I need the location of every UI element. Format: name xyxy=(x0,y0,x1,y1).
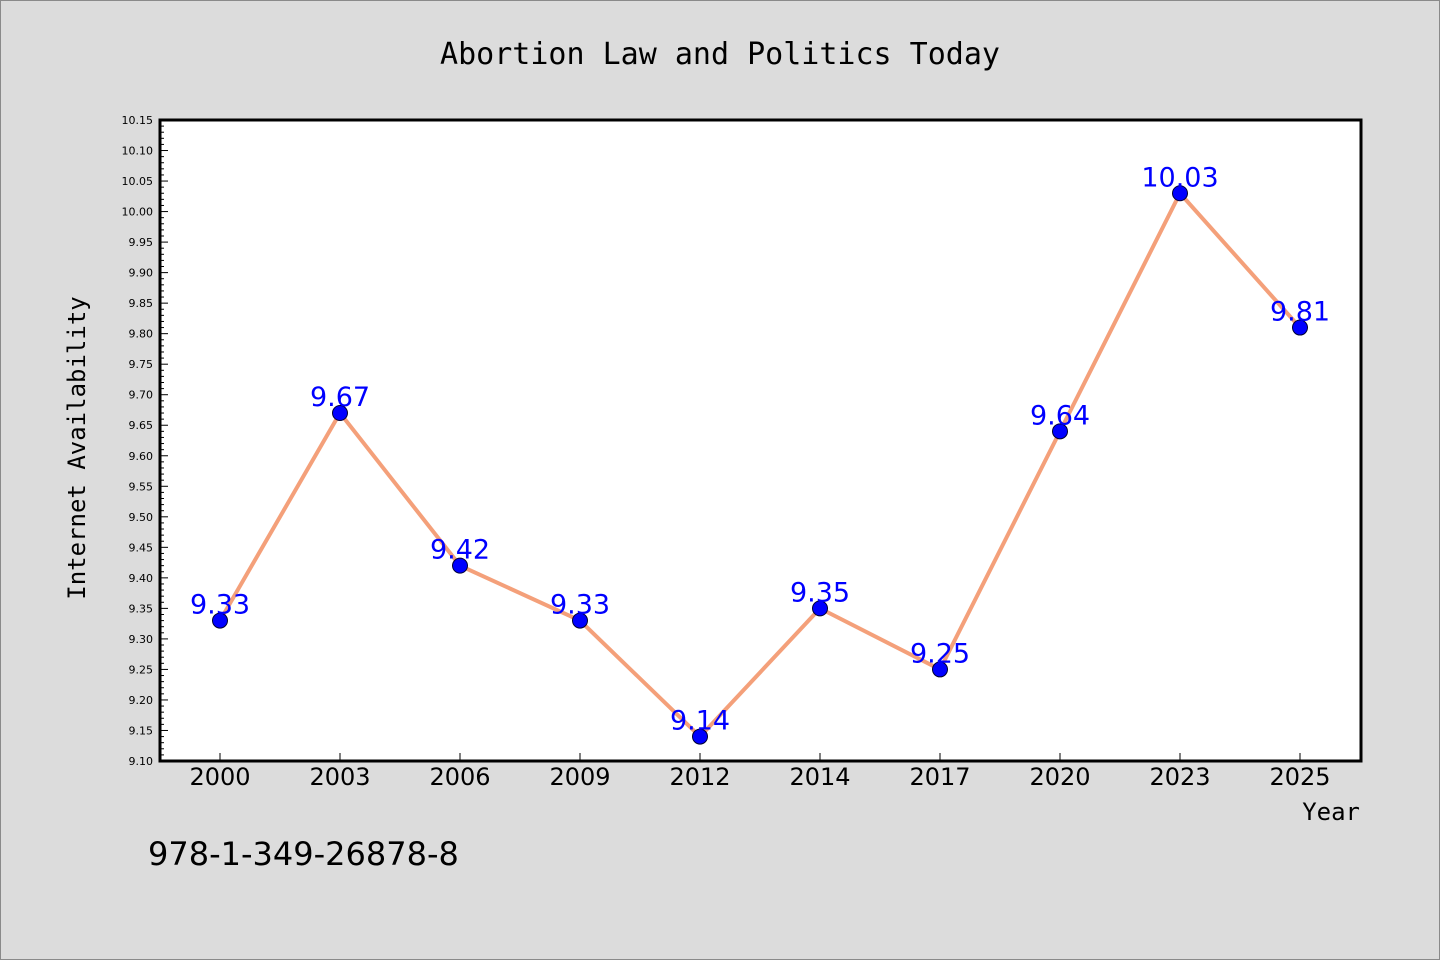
data-point xyxy=(812,600,828,617)
y-tick-label: 9.70 xyxy=(129,389,154,402)
data-label: 9.67 xyxy=(310,382,370,413)
y-tick-label: 9.10 xyxy=(129,755,154,768)
data-label: 9.64 xyxy=(1030,400,1090,431)
data-point xyxy=(932,661,948,678)
data-point xyxy=(1292,319,1308,336)
x-tick-label: 2020 xyxy=(1029,763,1090,791)
y-tick-label: 9.80 xyxy=(129,328,154,341)
x-tick-label: 2006 xyxy=(429,763,490,791)
data-label: 9.81 xyxy=(1270,297,1330,328)
x-tick-label: 2025 xyxy=(1269,763,1330,791)
y-tick-label: 9.50 xyxy=(129,511,154,524)
data-labels: 9.33 9.67 9.42 9.33 9.14 9.35 9.25 9.64 10.03 9.8… xyxy=(190,162,1330,736)
isbn-annotation: 978-1-349-26878-8 xyxy=(148,835,459,873)
y-tick-label: 9.90 xyxy=(129,267,154,280)
y-axis-ticks: 9.10 9.15 9.20 9.25 9.30 9.35 9.40 9.45 9.50 9.55… xyxy=(122,114,168,768)
data-point xyxy=(692,728,708,745)
x-tick-label: 2017 xyxy=(909,763,970,791)
y-tick-label: 9.45 xyxy=(129,541,154,554)
x-tick-label: 2003 xyxy=(309,763,370,791)
y-tick-label: 10.15 xyxy=(122,114,154,127)
data-label: 9.33 xyxy=(550,590,610,621)
data-point xyxy=(452,557,468,574)
x-tick-label: 2023 xyxy=(1149,763,1210,791)
x-tick-label: 2014 xyxy=(789,763,850,791)
y-tick-label: 9.20 xyxy=(129,694,154,707)
y-axis-label: Internet Availability xyxy=(63,296,91,599)
data-point xyxy=(1172,185,1188,202)
x-tick-label: 2000 xyxy=(189,763,250,791)
y-tick-label: 10.05 xyxy=(122,175,154,188)
y-tick-label: 9.55 xyxy=(129,480,154,493)
y-tick-label: 10.00 xyxy=(122,206,154,219)
series-layer xyxy=(212,185,1308,745)
x-axis-ticks: 2000 2003 2006 2009 2012 2014 2017 2020 2023 2025 xyxy=(189,753,1331,791)
data-label: 9.42 xyxy=(430,535,490,566)
y-tick-label: 9.85 xyxy=(129,297,154,310)
data-point xyxy=(572,612,588,629)
data-label: 9.14 xyxy=(670,706,730,737)
data-label: 9.25 xyxy=(910,638,970,669)
y-tick-label: 9.75 xyxy=(129,358,154,371)
y-tick-label: 9.95 xyxy=(129,236,154,249)
plot-area xyxy=(158,118,1363,763)
data-point xyxy=(212,612,228,629)
x-axis-label: Year xyxy=(1302,798,1360,826)
chart-title: Abortion Law and Politics Today xyxy=(440,37,1000,72)
data-point xyxy=(332,405,348,422)
data-label: 9.33 xyxy=(190,590,250,621)
y-tick-label: 9.25 xyxy=(129,663,154,676)
y-tick-label: 9.35 xyxy=(129,602,154,615)
data-point xyxy=(1052,423,1068,440)
y-tick-label: 9.15 xyxy=(129,724,154,737)
y-tick-label: 9.30 xyxy=(129,633,154,646)
x-tick-label: 2012 xyxy=(669,763,730,791)
data-label: 10.03 xyxy=(1141,162,1218,193)
y-tick-label: 9.65 xyxy=(129,419,154,432)
x-tick-label: 2009 xyxy=(549,763,610,791)
series-line xyxy=(218,191,1302,739)
y-tick-label: 9.60 xyxy=(129,450,154,463)
y-tick-label: 9.40 xyxy=(129,572,154,585)
data-label: 9.35 xyxy=(790,577,850,608)
y-tick-label: 10.10 xyxy=(122,145,154,158)
